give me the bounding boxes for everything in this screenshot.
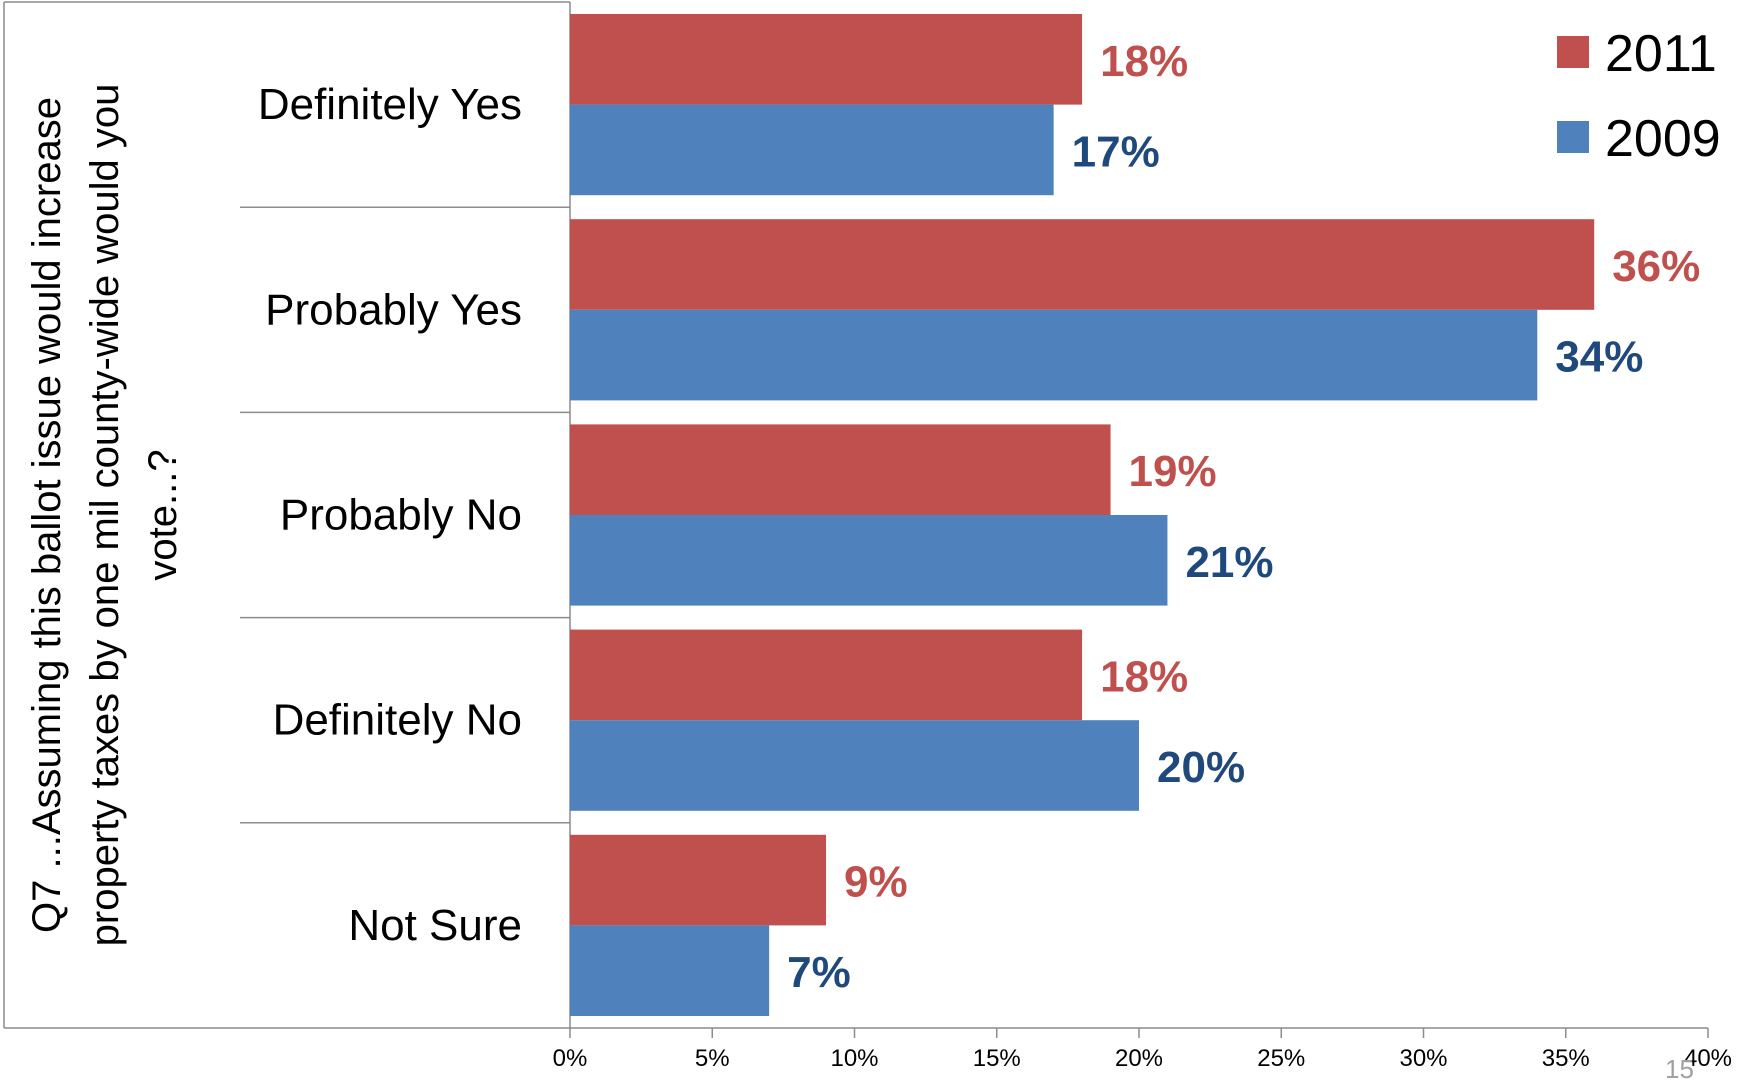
bar-2011 [570,834,827,926]
bar-2011 [570,14,1083,105]
bar-2009 [570,515,1168,606]
page-number: 15 [1665,1054,1694,1084]
value-labels: 18% 17% 36% 34% 19% 21% 18% 20% 9% 7% [787,37,1700,997]
value-label-2009: 34% [1555,333,1643,382]
bar-2011 [570,424,1111,515]
x-tick-label: 30% [1399,1045,1447,1072]
legend-swatch-2011 [1557,36,1589,68]
bar-2009 [570,309,1538,401]
category-label: Probably Yes [265,285,522,334]
value-label-2009: 17% [1072,127,1160,176]
bars [570,14,1595,1016]
x-tick-label: 10% [830,1045,878,1072]
category-label: Not Sure [348,901,522,950]
y-axis-label-line: vote...? [141,449,185,580]
value-label-2011: 19% [1129,447,1217,496]
value-label-2009: 21% [1185,538,1273,587]
value-label-2009: 20% [1157,743,1245,792]
value-label-2011: 9% [844,858,908,907]
legend-label-2011: 2011 [1605,25,1717,83]
value-label-2011: 36% [1612,242,1700,291]
value-label-2011: 18% [1100,37,1188,86]
category-label: Probably No [280,491,522,540]
value-label-2009: 7% [787,948,851,997]
legend: 2011 2009 [1557,25,1721,168]
category-label: Definitely No [273,696,522,745]
legend-label-2009: 2009 [1605,110,1721,168]
x-tick-label: 20% [1115,1045,1163,1072]
x-tick-label: 15% [973,1045,1021,1072]
bar-2009 [570,104,1054,196]
category-labels: Definitely Yes Probably Yes Probably No Def… [258,80,522,950]
x-axis: 0% 5% 10% 15% 20% 25% 30% 35% 40% [553,1028,1732,1072]
y-axis-label-line: Q7 ...Assuming this ballot issue would i… [25,97,69,933]
x-tick-label: 40% [1684,1045,1732,1072]
y-axis-label: Q7 ...Assuming this ballot issue would i… [25,84,185,947]
category-label: Definitely Yes [258,80,522,129]
x-tick-label: 35% [1542,1045,1590,1072]
legend-swatch-2009 [1557,121,1589,153]
y-axis-label-line: property taxes by one mil county-wide wo… [83,84,127,947]
value-label-2011: 18% [1100,652,1188,701]
bar-2009 [570,925,770,1016]
x-tick-label: 0% [553,1045,588,1072]
bar-2009 [570,720,1139,811]
bar-2011 [570,629,1083,721]
x-tick-label: 25% [1257,1045,1305,1072]
bar-2011 [570,219,1595,310]
x-tick-label: 5% [695,1045,730,1072]
